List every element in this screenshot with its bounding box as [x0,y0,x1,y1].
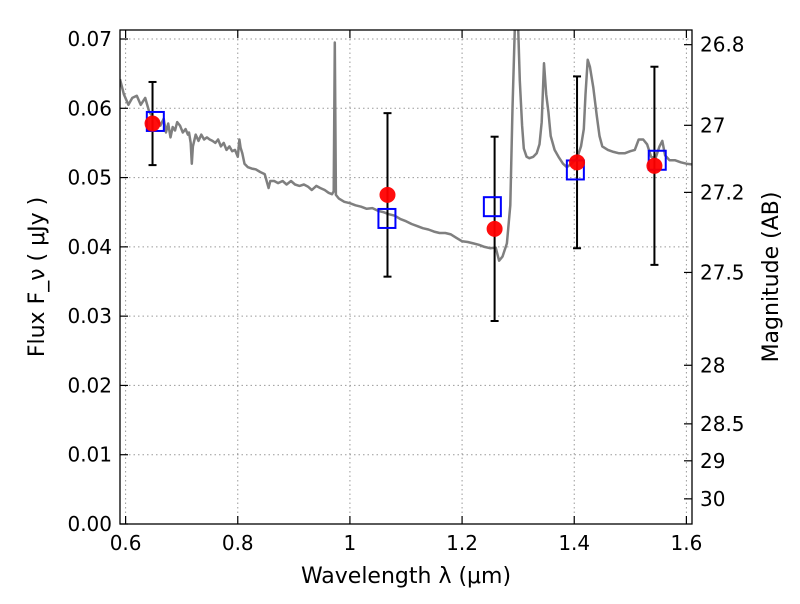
y-tick-label: 0.07 [67,27,112,51]
right-tick-label: 26.8 [700,33,745,57]
y-tick-label: 0.04 [67,235,112,259]
x-tick-label: 1.4 [558,531,590,555]
observed-point [144,115,161,132]
x-tick-label: 1.6 [670,531,702,555]
plot-frame [119,29,693,525]
axis-ticks: 0.6 0.8 1 1.2 1.4 1.6 0.00 0.01 0.02 0.03 0.04 0.05… [67,27,744,555]
grid [120,30,692,525]
right-tick-label: 27.2 [700,180,745,204]
right-tick-label: 28.5 [700,412,745,436]
x-axis-label: Wavelength λ (μm) [301,564,511,589]
y-tick-label: 0.00 [67,512,112,536]
y-tick-label: 0.03 [67,304,112,328]
right-tick-label: 27 [700,113,725,137]
y-axis-label: Flux F_ν ( μJy ) [25,197,50,357]
right-tick-label: 29 [700,449,725,473]
spectrum-line [120,30,692,262]
errorbar-layer [148,65,659,322]
y-tick-label: 0.01 [67,443,112,467]
y-tick-label: 0.02 [67,373,112,397]
y-tick-label: 0.06 [67,96,112,120]
model-photometry-layer [145,110,667,229]
observed-photometry-layer [144,115,663,237]
model-photometry-square [482,196,502,218]
right-tick-label: 28 [700,353,725,377]
x-tick-label: 1.2 [446,531,478,555]
y-tick-label: 0.05 [67,166,112,190]
observed-point [486,220,503,237]
right-tick-label: 27.5 [700,260,745,284]
observed-point [569,154,586,171]
x-tick-label: 0.8 [222,531,254,555]
right-tick-label: 30 [700,487,725,511]
x-tick-label: 1 [344,531,357,555]
observed-point [646,157,663,174]
x-tick-label: 0.6 [110,531,142,555]
y-axis-right-label: Magnitude (AB) [759,192,784,363]
spectrum-layer [120,30,692,262]
observed-point [379,186,396,203]
model-photometry-square [377,207,397,229]
